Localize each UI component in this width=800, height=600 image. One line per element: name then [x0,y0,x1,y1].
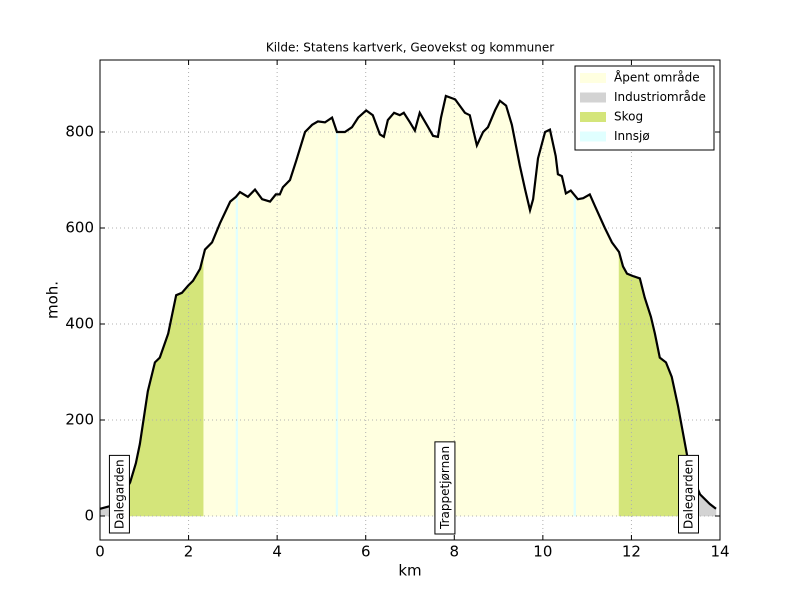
legend-label: Industriområde [614,90,706,104]
x-tick-label: 4 [272,543,282,561]
x-tick-label: 10 [533,543,552,561]
annotation-label: Dalegarden [682,459,696,529]
x-tick-label: 6 [361,543,371,561]
x-tick-label: 8 [450,543,460,561]
legend-swatch [580,92,606,103]
plot-frame [99,59,721,541]
legend-label: Skog [614,110,643,124]
land-area [237,117,337,517]
legend-label: Åpent område [614,70,700,85]
x-tick-label: 2 [184,543,194,561]
land-area [202,196,237,517]
y-tick-label: 600 [65,219,94,237]
x-axis-label: km [398,562,421,580]
legend-swatch [580,131,606,142]
annotation-label: Dalegarden [112,459,126,529]
chart-title: Kilde: Statens kartverk, Geovekst og kom… [266,41,554,55]
annotation-box [678,454,699,534]
annotation: Trappetjørnan [434,441,456,535]
annotation: Dalegarden [678,454,699,534]
y-tick-label: 400 [65,315,94,333]
elevation-line [99,94,717,510]
x-tick-label: 0 [95,543,105,561]
legend-label: Innsjø [614,129,650,143]
land-area [335,129,339,517]
y-tick-label: 800 [65,123,94,141]
x-tick-label: 12 [622,543,641,561]
annotation-box [434,441,456,535]
y-axis-label: moh. [44,281,62,319]
land-area [117,256,204,517]
annotation: Dalegarden [108,454,130,534]
legend-swatch [580,112,606,122]
land-area [573,193,576,517]
y-tick-label: 200 [65,411,94,429]
x-tick-label: 14 [710,543,729,561]
annotation-label: Trappetjørnan [438,446,452,530]
land-area [235,193,238,517]
legend-swatch [580,73,606,83]
annotation-box [108,454,130,534]
y-tick-label: 0 [84,507,94,525]
